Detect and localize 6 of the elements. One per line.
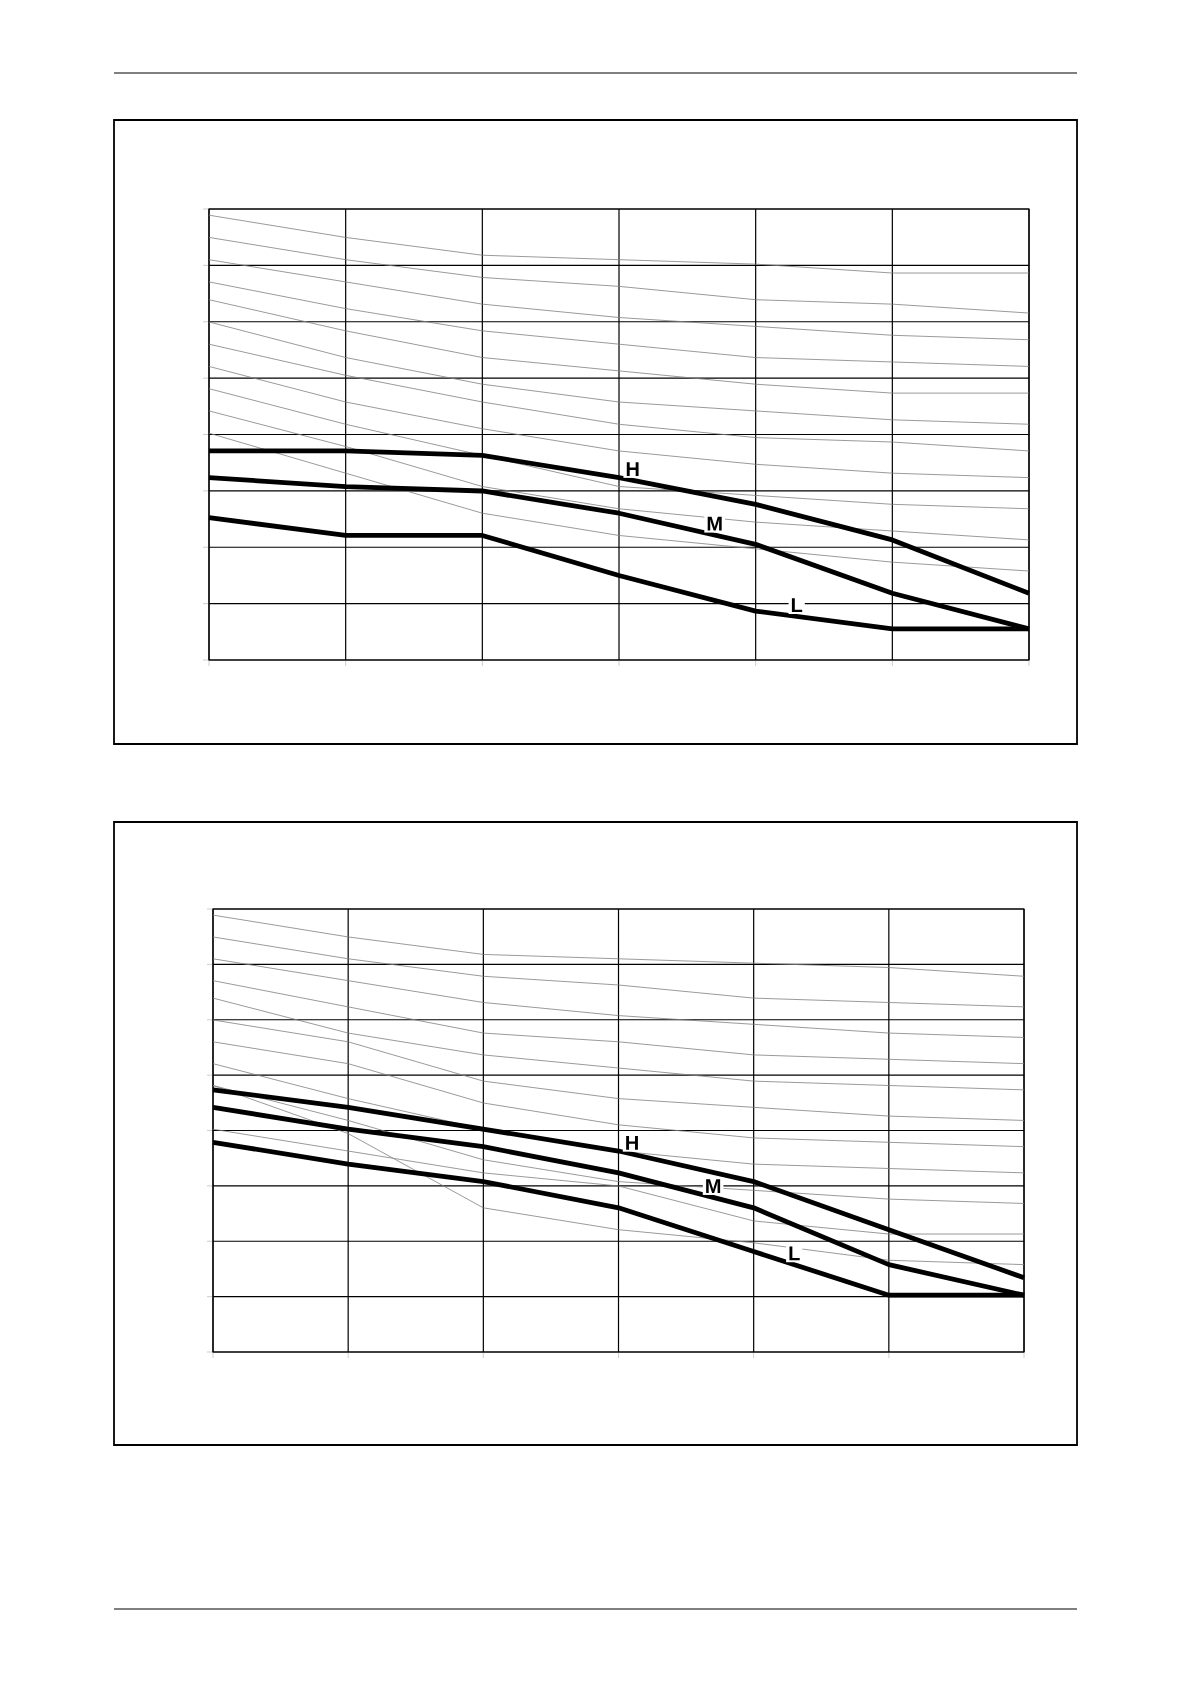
series-label: M xyxy=(707,516,722,531)
series-label: H xyxy=(626,462,639,476)
series-label: L xyxy=(789,1246,800,1261)
series-label: M xyxy=(706,1179,721,1193)
series-label: L xyxy=(791,598,803,613)
series-label: H xyxy=(626,1135,638,1150)
